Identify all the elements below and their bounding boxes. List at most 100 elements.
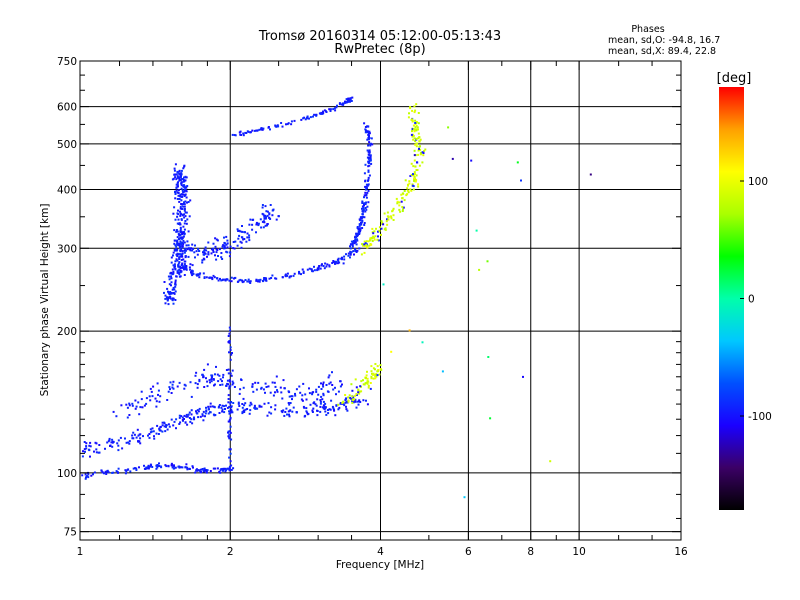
chart-title: Tromsø 20160314 05:12:00-05:13:43 — [258, 29, 501, 44]
data-point — [205, 471, 208, 474]
data-point — [370, 377, 373, 380]
data-point — [316, 267, 319, 270]
data-point — [85, 442, 88, 445]
data-point — [111, 441, 114, 444]
data-point — [179, 210, 181, 213]
data-point — [370, 370, 373, 373]
data-point — [334, 262, 337, 265]
data-point — [447, 126, 450, 129]
data-point — [184, 220, 187, 222]
data-point — [363, 240, 366, 243]
data-point — [310, 268, 313, 271]
data-point — [229, 410, 232, 413]
data-point — [380, 227, 383, 230]
data-point — [185, 244, 188, 247]
data-point — [205, 406, 207, 409]
data-point — [314, 403, 317, 406]
data-point — [185, 267, 188, 270]
data-point — [179, 237, 182, 240]
data-point — [264, 224, 267, 227]
data-point — [264, 217, 267, 220]
data-point — [361, 215, 364, 218]
data-point — [280, 391, 283, 394]
data-point — [257, 279, 260, 282]
data-point — [220, 252, 223, 254]
data-point — [362, 209, 365, 211]
data-point — [351, 398, 354, 401]
data-point — [228, 405, 231, 408]
data-point — [84, 477, 87, 480]
data-point — [351, 242, 354, 245]
data-point — [149, 428, 152, 431]
data-point — [139, 442, 142, 445]
data-point — [248, 223, 251, 226]
data-point — [301, 268, 304, 271]
data-point — [185, 211, 188, 214]
data-point — [320, 112, 322, 115]
data-point — [377, 370, 380, 373]
data-point — [327, 412, 330, 415]
data-point — [174, 285, 177, 288]
data-point — [356, 232, 359, 235]
data-point — [164, 302, 167, 305]
data-point — [170, 256, 173, 259]
data-point — [89, 441, 92, 444]
data-point — [322, 394, 325, 397]
data-point — [176, 385, 179, 388]
data-point — [290, 120, 293, 123]
grid-lines — [80, 61, 681, 540]
data-point — [220, 256, 223, 259]
data-point — [356, 227, 359, 229]
data-point — [231, 369, 234, 372]
data-point — [372, 377, 375, 380]
data-point — [266, 223, 269, 225]
data-point — [195, 469, 198, 472]
data-point — [177, 262, 180, 265]
data-point — [263, 402, 266, 405]
data-point — [180, 169, 183, 172]
data-point — [316, 414, 319, 417]
x-tick-label: 16 — [674, 546, 688, 558]
data-point — [175, 229, 178, 231]
data-point — [369, 154, 372, 157]
data-point — [186, 248, 189, 251]
data-point — [211, 277, 214, 279]
data-point — [198, 378, 201, 381]
data-point — [135, 469, 138, 471]
data-point — [333, 260, 336, 263]
data-point — [179, 207, 182, 210]
data-point — [230, 280, 233, 283]
data-point — [347, 97, 350, 100]
data-point — [231, 383, 234, 386]
data-point — [282, 379, 285, 382]
data-point — [396, 202, 399, 205]
data-point — [81, 455, 84, 458]
data-point — [229, 465, 232, 468]
data-point — [184, 211, 187, 214]
data-point — [228, 385, 231, 388]
x-axis-label: Frequency [MHz] — [336, 559, 424, 571]
data-point — [128, 414, 131, 416]
data-point — [364, 194, 367, 197]
data-point — [413, 176, 416, 179]
data-point — [366, 184, 369, 187]
data-point — [326, 263, 329, 266]
data-point — [241, 406, 244, 409]
data-point — [343, 255, 346, 258]
data-point — [175, 245, 178, 248]
data-point — [319, 402, 322, 405]
data-point — [319, 405, 322, 408]
data-point — [238, 405, 241, 407]
data-point — [256, 129, 259, 132]
data-point — [210, 252, 213, 255]
data-point — [229, 251, 232, 254]
data-point — [224, 408, 226, 410]
data-point — [360, 221, 363, 224]
data-point — [262, 388, 265, 391]
data-point — [380, 220, 383, 223]
data-point — [145, 402, 148, 405]
data-point — [179, 240, 182, 243]
data-point — [168, 278, 171, 281]
data-point — [228, 436, 231, 439]
data-point — [188, 411, 191, 414]
